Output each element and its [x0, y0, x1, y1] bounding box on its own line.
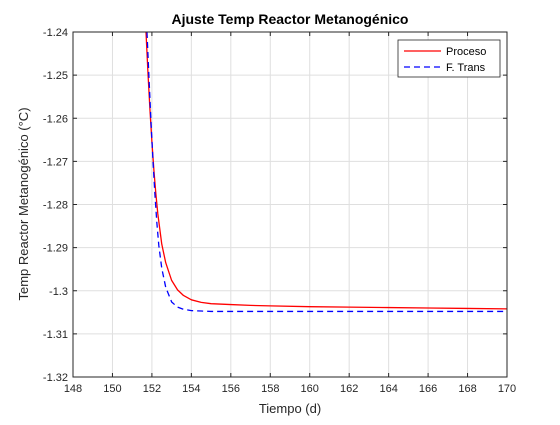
x-tick-label: 166: [419, 383, 437, 395]
legend-box: [397, 39, 501, 78]
x-tick-label: 152: [143, 383, 161, 395]
y-tick-label: -1.27: [43, 156, 68, 168]
y-tick-label: -1.28: [43, 200, 68, 212]
x-axis-label: Tiempo (d): [259, 401, 321, 416]
x-tick-label: 154: [182, 383, 200, 395]
x-tick-label: 170: [498, 383, 516, 395]
chart-title: Ajuste Temp Reactor Metanogénico: [171, 11, 408, 27]
y-tick-label: -1.31: [43, 329, 68, 341]
x-tick-label: 162: [340, 383, 358, 395]
y-tick-label: -1.3: [49, 286, 68, 298]
x-tick-label: 148: [64, 383, 82, 395]
x-tick-labels: 148 150 152 154 156 158 160 162 164 166 168 170: [64, 383, 516, 395]
x-tick-label: 158: [261, 383, 279, 395]
y-tick-label: -1.25: [43, 70, 68, 82]
y-tick-label: -1.26: [43, 113, 68, 125]
y-tick-label: -1.24: [43, 27, 68, 39]
grid-lines: [72, 31, 508, 378]
legend-label-f-trans: F. Trans: [446, 62, 486, 74]
x-tick-label: 150: [103, 383, 121, 395]
x-tick-label: 160: [301, 383, 319, 395]
axis-ticks: [72, 31, 508, 378]
x-tick-label: 156: [222, 383, 240, 395]
y-tick-label: -1.32: [43, 372, 68, 384]
y-tick-labels: -1.24 -1.25 -1.26 -1.27 -1.28 -1.29 -1.3 -1.31 -…: [43, 27, 68, 384]
legend: Proceso F. Trans: [397, 39, 501, 78]
legend-label-proceso: Proceso: [446, 46, 486, 58]
y-tick-label: -1.29: [43, 243, 68, 255]
y-axis-label: Temp Reactor Metanogénico (°C): [16, 107, 31, 300]
series-layer: [145, 32, 507, 313]
x-tick-label: 168: [458, 383, 476, 395]
x-tick-label: 164: [379, 383, 397, 395]
